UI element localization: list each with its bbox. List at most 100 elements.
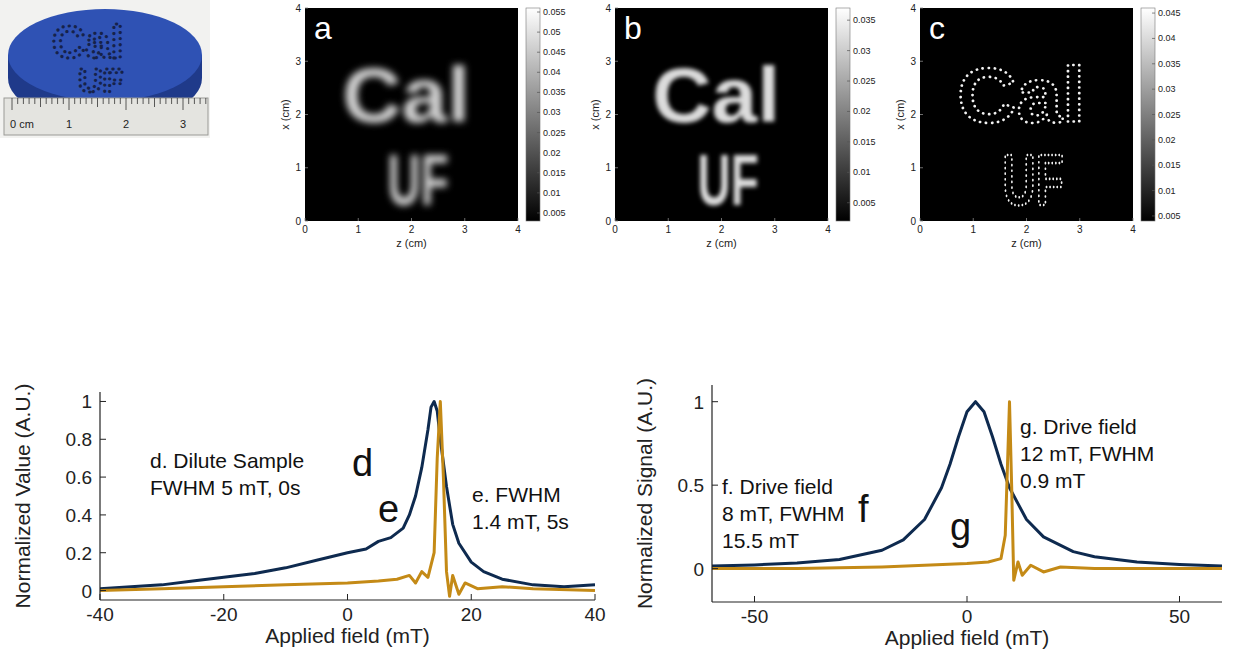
colorbar-tick — [847, 141, 850, 142]
colorbar-tick-label: 0.005 — [1158, 211, 1181, 221]
y-tick — [100, 514, 106, 515]
x-axis-title: z (cm) — [396, 237, 427, 249]
colorbar-tick — [847, 172, 850, 173]
x-tick-label: 1 — [970, 224, 976, 235]
ruler-label: 0 cm — [10, 118, 34, 130]
colorbar-tick — [537, 172, 540, 173]
colorbar-tick-label: 0.035 — [543, 87, 566, 97]
colorbar-tick-label: 0.025 — [543, 128, 566, 138]
y-tick-label: 4 — [295, 3, 301, 14]
y-tick — [615, 221, 618, 222]
y-tick — [920, 114, 923, 115]
x-axis-title: Applied field (mT) — [885, 626, 1050, 649]
y-tick — [305, 167, 308, 168]
x-tick-label: 3 — [1077, 224, 1083, 235]
ruler-tick — [160, 98, 161, 104]
colorbar-tick-label: 0.02 — [543, 148, 561, 158]
x-tick — [358, 218, 359, 221]
colorbar-tick-label: 0.015 — [543, 168, 566, 178]
y-axis-title: x (cm) — [589, 99, 601, 130]
annotation: 0.9 mT — [1020, 469, 1086, 492]
colorbar-tick-label: 0.045 — [1158, 8, 1181, 18]
image-text: Cal — [652, 52, 780, 138]
colorbar-tick-label: 0.035 — [853, 15, 876, 25]
y-axis-title: Normalized Value (A.U.) — [11, 384, 34, 609]
image-text: UF — [388, 140, 449, 220]
colorbar-tick — [537, 132, 540, 133]
colorbar-tick — [847, 20, 850, 21]
x-tick — [1026, 218, 1027, 221]
y-tick-label: 0 — [910, 216, 916, 227]
colorbar-tick-label: 0.04 — [543, 67, 561, 77]
ruler-tick — [51, 98, 52, 104]
x-tick-label: 2 — [719, 224, 725, 235]
series-line — [712, 402, 1222, 581]
y-tick — [100, 552, 106, 553]
annotation: d. Dilute Sample — [150, 449, 304, 472]
x-tick — [828, 218, 829, 221]
y-tick — [100, 439, 106, 440]
y-tick-label: 0 — [295, 216, 301, 227]
y-tick — [100, 401, 106, 402]
series-letter: g — [950, 506, 971, 548]
colorbar-tick — [1152, 89, 1155, 90]
ruler-tick — [29, 98, 30, 104]
ruler-tick — [131, 98, 132, 104]
x-tick-label: 40 — [584, 604, 605, 625]
ruler-tick — [194, 98, 195, 104]
colorbar-tick — [537, 92, 540, 93]
heatmap-panel: CalUF0123401234z (cm)x (cm)a0.0050.010.0… — [279, 3, 566, 250]
series-letter: d — [352, 442, 373, 484]
y-tick-label: 2 — [605, 109, 611, 120]
ruler-tick — [205, 98, 206, 104]
y-tick — [100, 590, 106, 591]
photo-background — [0, 0, 210, 138]
y-tick — [305, 221, 308, 222]
x-tick-label: 0 — [962, 606, 973, 627]
x-tick — [471, 594, 472, 600]
colorbar-tick-label: 0.015 — [853, 137, 876, 147]
colorbar — [1141, 8, 1155, 221]
x-tick — [518, 218, 519, 221]
annotation: g. Drive field — [1020, 415, 1137, 438]
line-chart: -40-200204000.20.40.60.81Applied field (… — [11, 384, 606, 647]
y-axis-title: Normalized Signal (A.U.) — [633, 378, 656, 609]
ruler-tick — [63, 98, 64, 104]
x-tick-label: 4 — [515, 224, 521, 235]
x-tick — [774, 218, 775, 221]
y-tick-label: 1 — [693, 392, 704, 413]
x-tick — [223, 594, 224, 600]
colorbar-tick-label: 0.01 — [1158, 186, 1176, 196]
colorbar-tick-label: 0.01 — [853, 167, 871, 177]
x-tick — [721, 218, 722, 221]
ruler-tick — [137, 98, 138, 104]
y-tick — [712, 401, 718, 402]
colorbar-tick — [537, 72, 540, 73]
heatmap-panel: CalUF0123401234z (cm)x (cm)c0.0050.010.0… — [894, 3, 1181, 250]
x-tick-label: 0 — [302, 224, 308, 235]
x-tick-label: 0 — [342, 604, 353, 625]
ruler-tick — [108, 98, 109, 104]
series-letter: f — [858, 488, 869, 530]
plot-area — [712, 402, 1222, 581]
image-background — [615, 8, 828, 221]
ruler-tick — [74, 98, 75, 104]
y-tick — [615, 167, 618, 168]
annotation: 1.4 mT, 5s — [472, 510, 569, 533]
image-text: Cal — [342, 52, 470, 138]
annotation: 8 mT, FWHM — [722, 502, 844, 525]
ruler-label: 1 — [66, 118, 72, 130]
colorbar-tick-label: 0.025 — [1158, 110, 1181, 120]
y-tick — [615, 114, 618, 115]
x-tick-label: 50 — [1169, 606, 1190, 627]
ruler-tick — [80, 98, 81, 104]
colorbar-tick — [537, 112, 540, 113]
y-tick-label: 3 — [295, 56, 301, 67]
colorbar-tick-label: 0.035 — [1158, 59, 1181, 69]
x-tick-label: 2 — [409, 224, 415, 235]
x-tick — [754, 596, 755, 602]
y-tick — [712, 568, 718, 569]
y-tick-label: 0 — [605, 216, 611, 227]
y-tick-label: 1 — [605, 162, 611, 173]
ruler-tick — [40, 98, 41, 107]
